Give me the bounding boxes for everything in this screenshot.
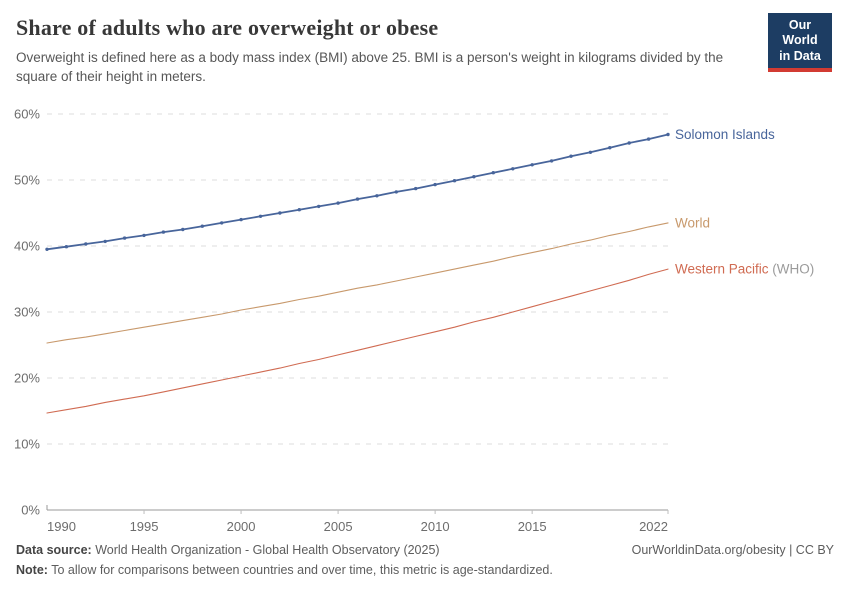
x-axis-tick-label: 1995	[130, 519, 159, 534]
y-axis-tick-label: 20%	[14, 371, 40, 386]
owid-url-license-link[interactable]: OurWorldinData.org/obesity | CC BY	[631, 543, 834, 557]
y-axis-tick-label: 30%	[14, 305, 40, 320]
y-axis-tick-label: 50%	[14, 173, 40, 188]
data-source-value: World Health Organization - Global Healt…	[91, 543, 440, 557]
owid-logo-line1: Our World	[782, 18, 818, 48]
y-axis-tick-label: 40%	[14, 239, 40, 254]
data-source-text: Data source: World Health Organization -…	[16, 543, 440, 557]
note-label: Note:	[16, 563, 48, 577]
note-value: To allow for comparisons between countri…	[47, 563, 553, 577]
x-axis-tick-label: 2015	[518, 519, 547, 534]
data-source-label: Data source:	[16, 543, 92, 557]
x-axis-tick-label: 2010	[421, 519, 450, 534]
chart-footer: Data source: World Health Organization -…	[16, 543, 834, 577]
owid-logo-line2: in Data	[779, 48, 821, 63]
y-axis-tick-label: 10%	[14, 437, 40, 452]
series-markers-solomon-islands	[45, 132, 670, 251]
series-label-world[interactable]: World	[675, 215, 710, 230]
chart-header: Share of adults who are overweight or ob…	[0, 0, 850, 86]
series-line-western-pacific[interactable]	[46, 268, 669, 414]
series-line-solomon-islands[interactable]	[46, 133, 669, 251]
x-axis-tick-label: 1990	[47, 519, 76, 534]
owid-logo[interactable]: Our World in Data	[768, 13, 832, 72]
series-line-world[interactable]	[46, 222, 669, 344]
chart-title: Share of adults who are overweight or ob…	[16, 15, 439, 40]
x-axis-tick-label: 2005	[324, 519, 353, 534]
y-axis-tick-label: 0%	[21, 503, 40, 518]
series-label-solomon-islands[interactable]: Solomon Islands	[675, 127, 775, 142]
note-text: Note: To allow for comparisons between c…	[16, 563, 834, 577]
series-label-western-pacific[interactable]: Western Pacific (WHO)	[675, 262, 814, 277]
chart-subtitle: Overweight is defined here as a body mas…	[16, 50, 724, 84]
y-axis-tick-label: 60%	[14, 107, 40, 122]
x-axis-tick-label: 2000	[227, 519, 256, 534]
x-axis-tick-label: 2022	[639, 519, 668, 534]
